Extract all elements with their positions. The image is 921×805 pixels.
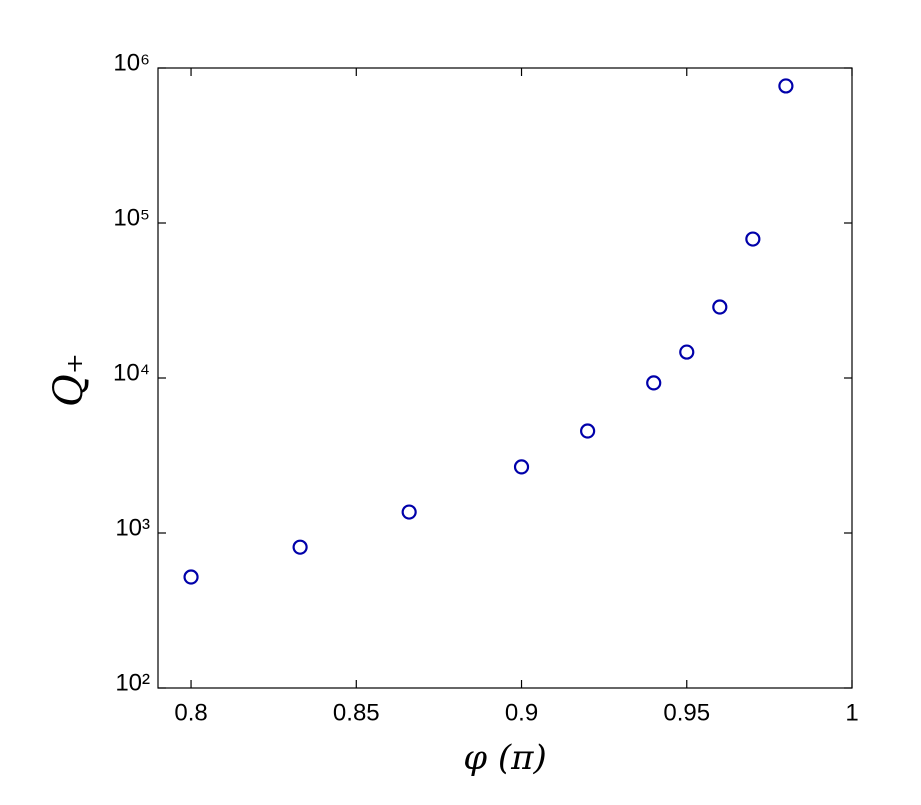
x-tick-label: 0.95 xyxy=(663,699,710,726)
data-point xyxy=(712,299,728,315)
x-tick-label: 0.85 xyxy=(333,699,380,726)
y-tick-label: 10³ xyxy=(115,514,150,541)
y-tick-label: 10⁵ xyxy=(113,204,150,231)
data-point xyxy=(513,459,530,475)
data-point xyxy=(778,78,794,94)
x-tick-label: 0.8 xyxy=(174,699,207,726)
y-tick-label: 10² xyxy=(115,669,150,696)
data-point xyxy=(646,375,662,391)
data-point xyxy=(183,569,199,585)
y-axis-label: Q₊ xyxy=(46,353,92,407)
x-tick-label: 0.9 xyxy=(505,699,538,726)
data-point xyxy=(401,504,417,520)
data-point xyxy=(292,539,308,555)
x-tick-label: 1 xyxy=(845,699,858,726)
data-point xyxy=(745,231,761,247)
data-point xyxy=(580,423,596,439)
y-tick-label: 10⁴ xyxy=(113,359,150,386)
y-tick-label: 10⁶ xyxy=(113,49,150,76)
plot-frame xyxy=(157,67,853,689)
data-point xyxy=(679,344,695,360)
x-axis-label: φ (π) xyxy=(463,738,547,778)
